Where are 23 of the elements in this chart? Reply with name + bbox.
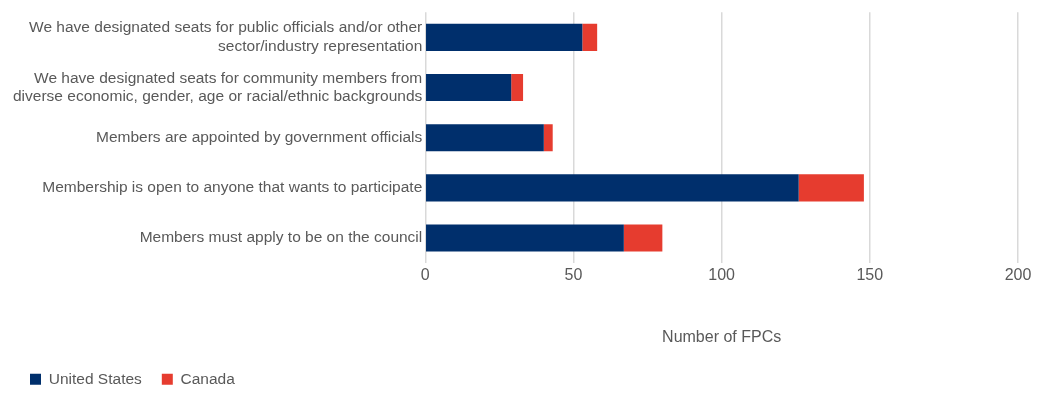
x-tick-label: 100 — [708, 266, 736, 284]
bar — [426, 224, 624, 252]
bar — [798, 174, 864, 202]
bar — [426, 174, 799, 202]
y-tick-label: Membership is open to anyone that wants to participate — [42, 178, 423, 196]
x-tick-label: 0 — [420, 266, 430, 284]
x-tick-label: 200 — [1004, 266, 1032, 284]
bar — [426, 74, 512, 102]
y-tick-label: We have designated seats for public officials and/or other sector/industry representation — [29, 18, 423, 54]
bar — [543, 124, 553, 152]
y-tick-label: We have designated seats for community members from diverse economic, gender, age or racial/ethnic backgrounds — [12, 68, 423, 105]
legend-label: Canada — [180, 369, 236, 387]
x-axis-title: Number of FPCs — [662, 328, 782, 346]
bar — [426, 23, 583, 51]
bar — [511, 74, 524, 102]
bar — [426, 124, 544, 152]
bar — [582, 23, 598, 51]
y-tick-label: Members are appointed by government officials — [96, 127, 423, 145]
y-tick-label: Members must apply to be on the council — [139, 228, 423, 246]
x-tick-label: 50 — [564, 266, 583, 284]
bar — [623, 224, 663, 252]
legend-label: United States — [48, 369, 143, 387]
x-tick-label: 150 — [856, 266, 884, 284]
